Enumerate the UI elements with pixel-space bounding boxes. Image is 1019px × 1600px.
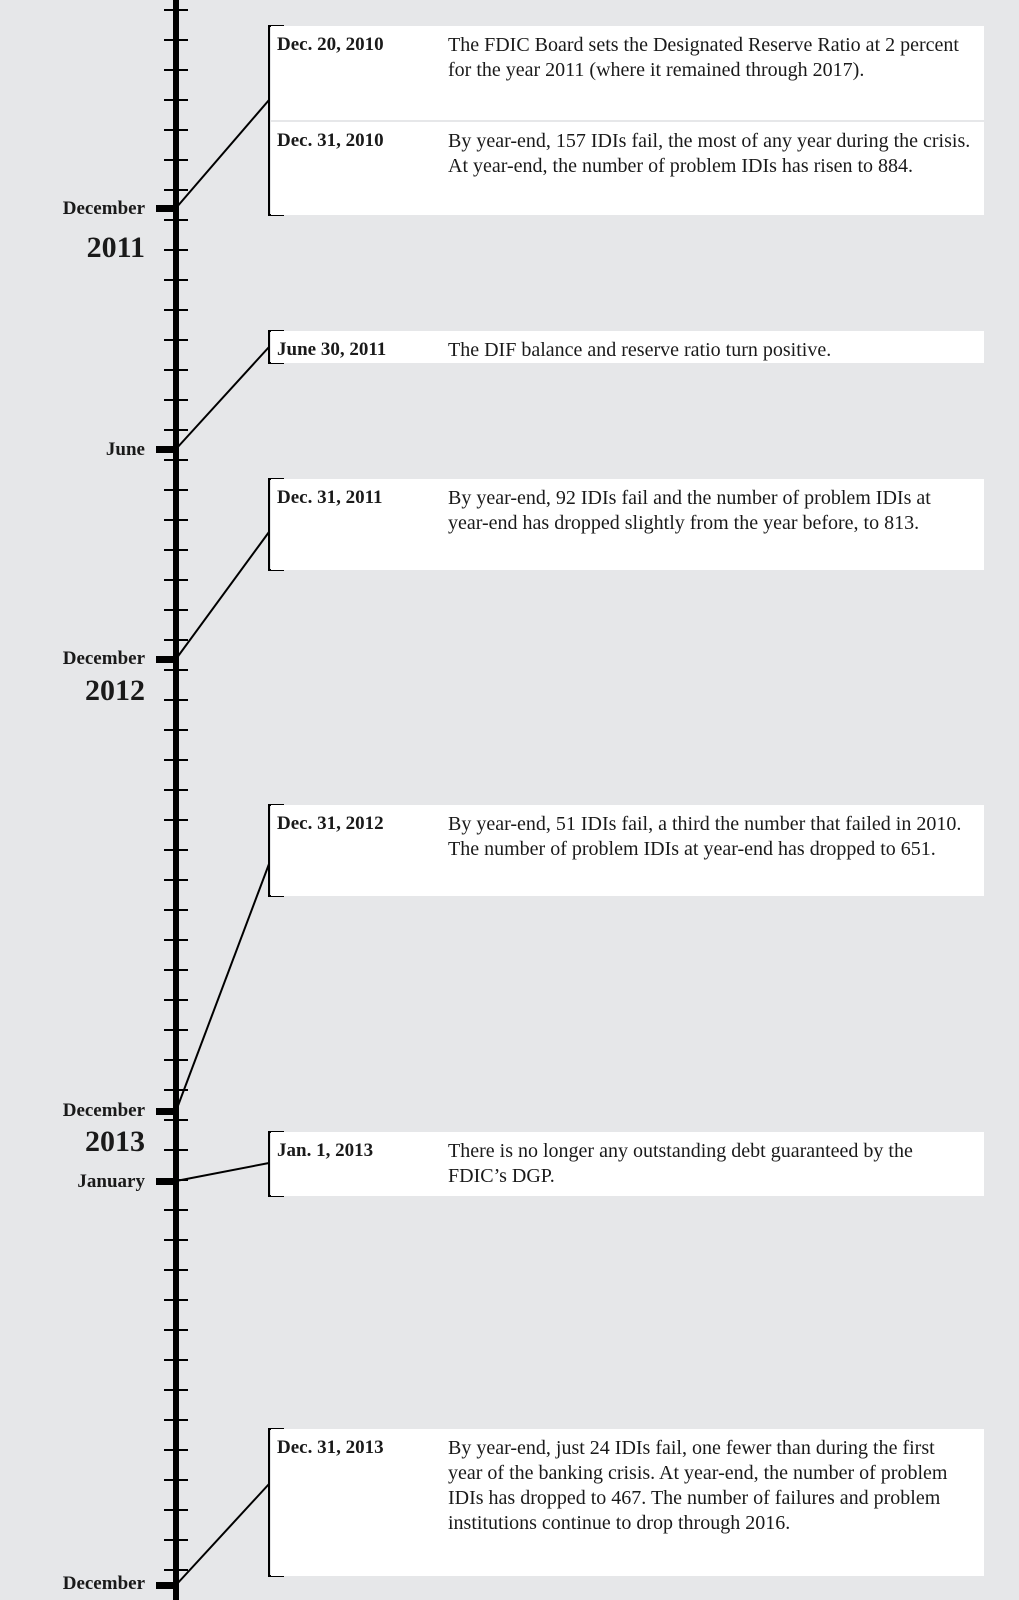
major-tick-dec-2011 xyxy=(156,656,176,663)
event-date: Jan. 1, 2013 xyxy=(277,1140,374,1161)
event-description: By year-end, just 24 IDIs fail, one fewe… xyxy=(448,1437,948,1534)
event-card: Dec. 31, 2013 By year-end, just 24 IDIs … xyxy=(271,1429,984,1576)
event-card: Dec. 31, 2011 By year-end, 92 IDIs fail … xyxy=(271,479,984,570)
connector-3 xyxy=(175,531,270,660)
major-tick-dec-2013 xyxy=(156,1582,176,1589)
event-card: Jan. 1, 2013 There is no longer any outs… xyxy=(271,1132,984,1196)
connector-5 xyxy=(175,1162,270,1182)
month-label-dec-2012: December xyxy=(62,1100,145,1121)
brackets xyxy=(268,25,284,1577)
major-ticks xyxy=(156,205,176,1589)
year-label-2011: 2011 xyxy=(86,231,145,264)
connector-1 xyxy=(175,99,270,209)
year-label-2013: 2013 xyxy=(85,1125,145,1158)
month-label-jan-2013: January xyxy=(77,1171,145,1192)
event-card: Dec. 31, 2012 By year-end, 51 IDIs fail,… xyxy=(271,805,984,896)
month-label-dec-2010: December xyxy=(62,198,145,219)
event-description: By year-end, 92 IDIs fail and the number… xyxy=(448,487,931,534)
event-description: The FDIC Board sets the Designated Reser… xyxy=(448,34,959,81)
event-date: Dec. 31, 2013 xyxy=(277,1437,384,1458)
event-date: June 30, 2011 xyxy=(277,339,387,360)
event-date: Dec. 20, 2010 xyxy=(277,34,384,55)
event-description: The DIF balance and reserve ratio turn p… xyxy=(448,339,832,361)
event-card: Dec. 20, 2010 The FDIC Board sets the De… xyxy=(271,26,984,120)
event-card: Dec. 31, 2010 By year-end, 157 IDIs fail… xyxy=(271,122,984,215)
month-label-dec-2013: December xyxy=(62,1573,145,1594)
event-description: There is no longer any outstanding debt … xyxy=(448,1140,913,1187)
connector-2 xyxy=(175,346,270,450)
event-date: Dec. 31, 2012 xyxy=(277,813,384,834)
event-description: By year-end, 51 IDIs fail, a third the n… xyxy=(448,813,962,860)
month-label-dec-2011: December xyxy=(62,648,145,669)
event-date: Dec. 31, 2011 xyxy=(277,487,383,508)
connector-4 xyxy=(175,863,270,1112)
major-tick-dec-2012 xyxy=(156,1108,176,1115)
major-tick-jan-2013 xyxy=(156,1178,176,1185)
year-label-2012: 2012 xyxy=(85,674,145,707)
event-date: Dec. 31, 2010 xyxy=(277,130,384,151)
event-card: June 30, 2011 The DIF balance and reserv… xyxy=(271,331,984,363)
connector-6 xyxy=(175,1483,270,1586)
connectors xyxy=(175,99,270,1586)
event-description: By year-end, 157 IDIs fail, the most of … xyxy=(448,130,971,177)
month-label-jun-2011: June xyxy=(105,439,145,460)
major-tick-jun-2011 xyxy=(156,446,176,453)
major-tick-dec-2010 xyxy=(156,205,176,212)
